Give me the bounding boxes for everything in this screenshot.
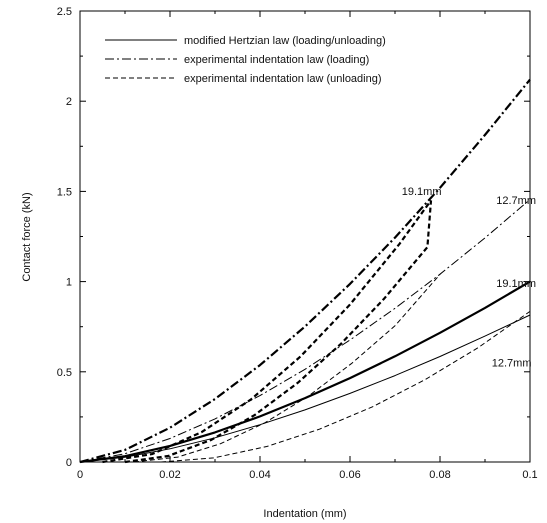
diameter-annotation: 19.1mm (402, 186, 442, 198)
y-axis-label: Contact force (kN) (21, 192, 33, 281)
y-tick-label: 0 (66, 457, 72, 469)
legend-entry-loading: experimental indentation law (loading) (184, 54, 369, 66)
x-tick-label: 0.06 (339, 469, 360, 481)
hertz-19-1mm-curve (79, 280, 531, 464)
axes-group: 0 0.02 0.04 0.06 0.08 0.1 0 0.5 1 1.5 2 2.5 (57, 6, 538, 481)
x-tick-label: 0 (77, 469, 83, 481)
y-tick-label: 1.5 (57, 186, 72, 198)
loading-19-1mm-curve (79, 78, 531, 464)
annotations: 19.1mm 12.7mm 19.1mm 12.7mm (402, 186, 536, 369)
x-tick-label: 0.08 (429, 469, 450, 481)
unloading-19-1mm-curve (124, 200, 433, 464)
x-tick-label: 0.1 (522, 469, 537, 481)
legend-entry-hertzian: modified Hertzian law (loading/unloading… (184, 35, 386, 47)
x-axis-label: Indentation (mm) (263, 508, 346, 520)
y-tick-label: 1 (66, 277, 72, 289)
y-tick-label: 0.5 (57, 367, 72, 379)
legend: modified Hertzian law (loading/unloading… (105, 35, 386, 85)
loading-12-7mm-curve (79, 199, 531, 463)
x-tick-label: 0.02 (159, 469, 180, 481)
x-tick-label: 0.04 (249, 469, 270, 481)
diameter-annotation: 12.7mm (496, 195, 536, 207)
unloading-19-1mm-curve (102, 199, 432, 464)
legend-entry-unloading: experimental indentation law (unloading) (184, 73, 382, 85)
unloading-12-7mm-curve (160, 310, 531, 463)
y-tick-label: 2.5 (57, 6, 72, 18)
y-tick-label: 2 (66, 96, 72, 108)
unloading-12-7mm-curve (133, 274, 441, 463)
diameter-annotation: 19.1mm (496, 278, 536, 290)
diameter-annotation: 12.7mm (492, 357, 532, 369)
curves-group (79, 78, 531, 464)
hertz-12-7mm-curve (79, 314, 531, 463)
